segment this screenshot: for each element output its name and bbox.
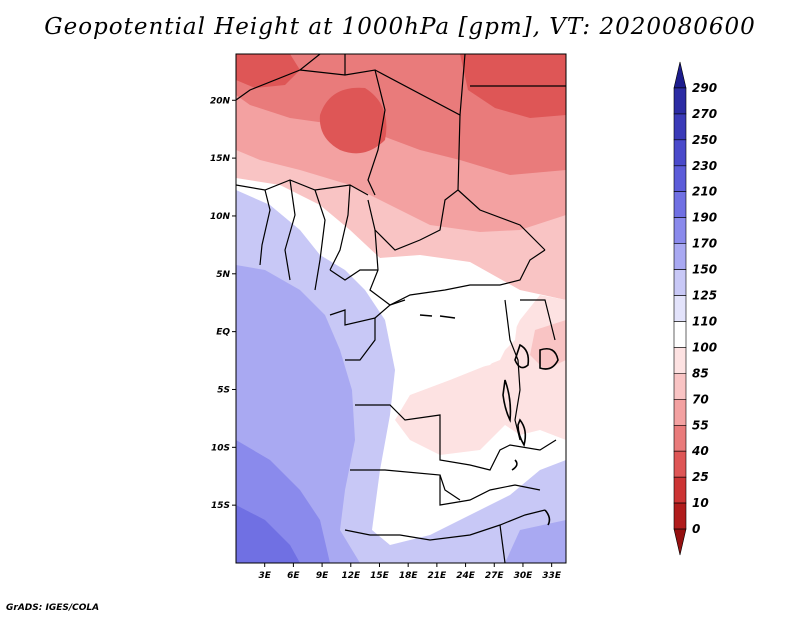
colorbar-level-label: 40 bbox=[691, 444, 709, 458]
colorbar-level-label: 290 bbox=[692, 81, 717, 95]
colorbar-swatch bbox=[673, 450, 687, 478]
colorbar-swatch bbox=[673, 191, 687, 218]
colorbar-swatch bbox=[673, 373, 687, 400]
colorbar-level-label: 190 bbox=[692, 211, 717, 225]
colorbar-level-label: 125 bbox=[692, 289, 717, 303]
colorbar-swatch bbox=[673, 165, 687, 193]
map-plot-area bbox=[236, 54, 566, 563]
map-frame bbox=[235, 53, 567, 564]
colorbar-level-label: 210 bbox=[692, 185, 717, 199]
lon-tick-label: 6E bbox=[287, 571, 300, 581]
heat-low-field-center bbox=[319, 87, 387, 154]
lat-tick-label: 10S bbox=[211, 443, 230, 453]
lon-tick-label: 18E bbox=[399, 571, 419, 581]
longitude-axis: 3E 6E 9E 12E 15E 18E 21E 24E 27E 30E 33E bbox=[258, 563, 562, 581]
lat-tick-label: EQ bbox=[216, 328, 230, 338]
lon-tick-label: 27E bbox=[485, 571, 505, 581]
colorbar-level-label: 10 bbox=[692, 496, 709, 510]
lon-tick-label: 15E bbox=[370, 571, 390, 581]
lon-tick-label: 21E bbox=[428, 571, 448, 581]
colorbar-swatch bbox=[673, 87, 687, 115]
far-south-west-field bbox=[236, 505, 300, 563]
colorbar-level-label: 170 bbox=[692, 237, 717, 251]
colorbar-level-label: 85 bbox=[692, 366, 709, 380]
colorbar-swatch bbox=[673, 424, 687, 452]
latitude-axis: 20N 15N 10N 5N EQ 5S 10S 15S bbox=[210, 96, 236, 511]
lon-tick-label: 24E bbox=[456, 571, 476, 581]
colorbar-swatch bbox=[673, 399, 687, 426]
lon-tick-label: 12E bbox=[341, 571, 361, 581]
colorbar-swatch bbox=[673, 61, 687, 89]
country-borders bbox=[236, 54, 566, 563]
colorbar-swatch bbox=[673, 502, 687, 530]
lat-tick-label: 20N bbox=[210, 96, 231, 106]
colorbar-level-label: 150 bbox=[692, 263, 717, 277]
colorbar-swatch bbox=[673, 321, 687, 348]
lat-tick-label: 15N bbox=[210, 154, 231, 164]
lon-tick-label: 9E bbox=[316, 571, 329, 581]
lakes bbox=[419, 314, 559, 526]
colorbar-swatch bbox=[673, 476, 687, 504]
colorbar-level-label: 25 bbox=[692, 470, 709, 484]
lat-tick-label: 5S bbox=[217, 385, 230, 395]
colorbar-level-label: 55 bbox=[692, 418, 709, 432]
colorbar-swatch bbox=[673, 113, 687, 141]
colorbar-swatch bbox=[673, 269, 687, 296]
east-south-field bbox=[505, 520, 566, 563]
colorbar-level-label: 0 bbox=[692, 522, 700, 536]
colorbar-level-label: 230 bbox=[692, 159, 717, 173]
central-basin-field bbox=[395, 285, 520, 385]
colorbar-level-label: 70 bbox=[692, 392, 709, 406]
lon-tick-label: 30E bbox=[514, 571, 534, 581]
colorbar-swatch bbox=[673, 217, 687, 244]
lat-tick-label: 10N bbox=[210, 212, 231, 222]
colorbar-swatch bbox=[673, 139, 687, 167]
lat-tick-label: 5N bbox=[216, 270, 230, 280]
colorbar-level-label: 250 bbox=[692, 133, 717, 147]
colorbar-level-label: 270 bbox=[692, 107, 717, 121]
colorbar-swatch bbox=[673, 243, 687, 270]
software-credit: GrADS: IGES/COLA bbox=[6, 603, 100, 613]
lon-tick-label: 33E bbox=[542, 571, 562, 581]
colorbar-swatch bbox=[673, 528, 687, 556]
colorbar-swatch bbox=[673, 347, 687, 374]
chart-title: Geopotential Height at 1000hPa [gpm], VT… bbox=[44, 14, 756, 40]
colorbar-swatches bbox=[673, 61, 687, 556]
heat-low-field-west bbox=[236, 54, 300, 88]
colorbar-level-label: 110 bbox=[692, 314, 717, 328]
lon-tick-label: 3E bbox=[258, 571, 271, 581]
colorbar-swatch bbox=[673, 295, 687, 322]
colorbar-labels: 2902702502302101901701501251101008570554… bbox=[691, 81, 717, 536]
colorbar-level-label: 100 bbox=[692, 340, 717, 354]
lat-tick-label: 15S bbox=[211, 501, 230, 511]
